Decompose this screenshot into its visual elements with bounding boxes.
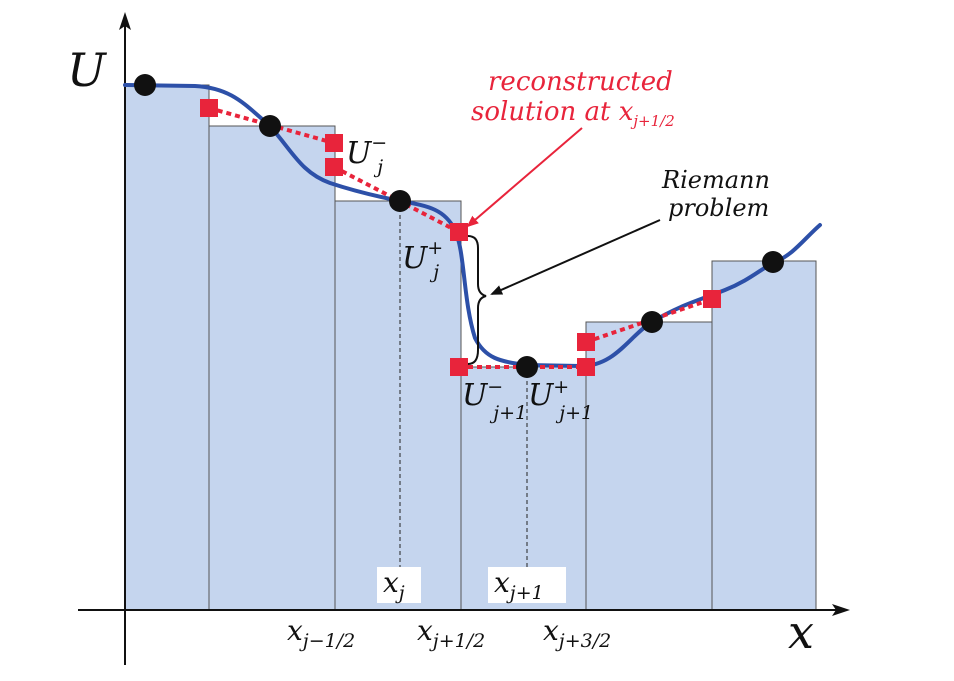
riemann-brace xyxy=(467,235,487,365)
tick-x-j-plus-three-halves: xj+3/2 xyxy=(543,614,611,652)
cell-center-label-j1: xj+1 xyxy=(494,566,544,604)
cell-rect xyxy=(334,200,462,611)
riemann-label-line1: Riemann xyxy=(661,166,770,194)
cell-average-point xyxy=(389,190,411,212)
cell-center-label-box-j1 xyxy=(488,567,566,603)
reconstructed-label-line2: solution at xj+1/2 xyxy=(471,97,675,130)
label-uj1-minus: U− j+1 xyxy=(462,376,527,424)
cell-rect xyxy=(585,321,713,611)
tick-x-j-minus-half: xj−1/2 xyxy=(287,614,355,652)
interface-value-marker xyxy=(450,358,468,376)
interface-value-marker xyxy=(577,358,595,376)
reconstructed-label-line1: reconstructed xyxy=(488,67,673,97)
cell-center-label-j: xj xyxy=(383,566,405,604)
label-uj-minus: U− j xyxy=(346,132,387,178)
cell-average-points xyxy=(134,74,784,378)
interface-value-marker xyxy=(703,290,721,308)
riemann-arrow xyxy=(490,219,661,295)
cell-rect xyxy=(124,84,210,611)
label-uj1-plus: U+ j+1 xyxy=(528,376,593,424)
interface-value-marker xyxy=(450,223,468,241)
cell-rect xyxy=(208,125,336,611)
y-axis-label: U xyxy=(67,43,108,97)
y-axis-arrowhead xyxy=(119,12,131,30)
exact-solution-curve xyxy=(123,83,822,369)
axes xyxy=(78,12,850,665)
interface-value-marker xyxy=(577,333,595,351)
interface-value-marker xyxy=(200,99,218,117)
cell-average-point xyxy=(641,311,663,333)
interface-value-marker xyxy=(325,158,343,176)
cell-average-point xyxy=(134,74,156,96)
cell-average-point xyxy=(516,356,538,378)
riemann-label-line2: problem xyxy=(668,194,769,222)
cell-center-label-box-j xyxy=(377,567,421,603)
cell-averages xyxy=(124,84,817,611)
x-axis-label: x xyxy=(788,605,814,659)
tick-x-j-plus-half: xj+1/2 xyxy=(417,614,485,652)
cell-average-point xyxy=(762,251,784,273)
reconstructed-arrow xyxy=(466,127,583,228)
reconstruction-segment xyxy=(333,165,460,234)
cell-rect xyxy=(711,260,817,611)
interface-values xyxy=(200,99,721,376)
x-axis-arrowhead xyxy=(832,604,850,616)
interface-value-marker xyxy=(325,134,343,152)
label-uj-plus: U+ j xyxy=(402,237,443,283)
cell-average-point xyxy=(259,115,281,137)
